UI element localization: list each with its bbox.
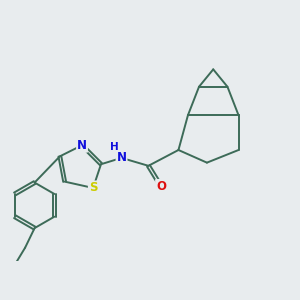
Text: H: H — [110, 142, 119, 152]
Text: N: N — [116, 152, 127, 164]
Text: O: O — [156, 180, 166, 193]
Text: S: S — [89, 182, 97, 194]
Text: N: N — [77, 139, 87, 152]
